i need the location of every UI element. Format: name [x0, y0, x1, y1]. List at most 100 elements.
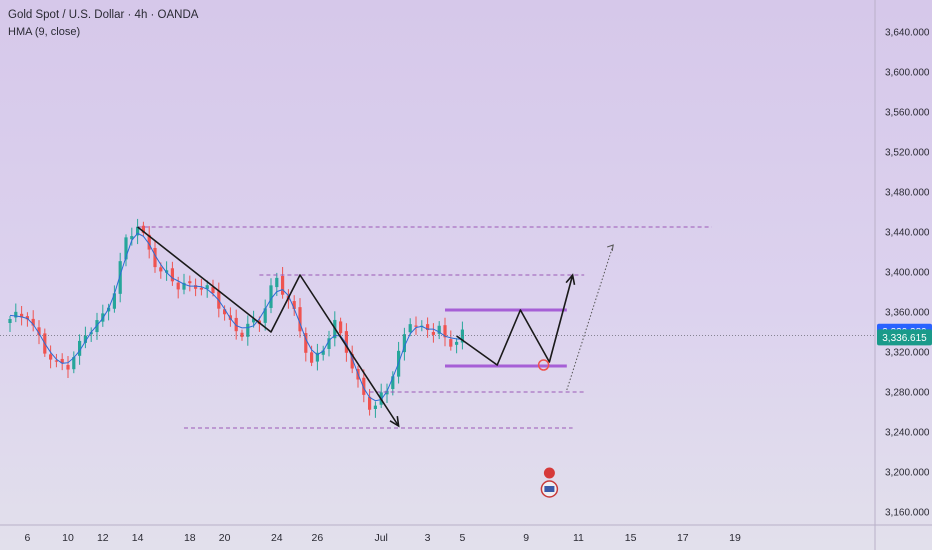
candle-body: [385, 390, 389, 395]
candle-body: [83, 335, 87, 343]
candle-body: [344, 331, 348, 353]
candle-body: [339, 321, 343, 334]
x-tick-label: 14: [132, 532, 144, 544]
candle-body: [431, 332, 435, 335]
x-tick-label: 6: [24, 532, 30, 544]
candle-body: [455, 341, 459, 345]
candle-body: [8, 319, 12, 323]
candle-body: [124, 237, 128, 260]
candle-body: [350, 353, 354, 369]
candle-body: [281, 275, 285, 295]
x-tick-label: 10: [62, 532, 74, 544]
candle-body: [391, 376, 395, 390]
x-tick-label: 19: [729, 532, 741, 544]
candle-body: [460, 329, 464, 343]
candle-body: [31, 318, 35, 326]
candle-body: [443, 325, 447, 338]
candle-body: [112, 293, 116, 309]
candle-body: [89, 332, 93, 335]
candle-body: [275, 277, 279, 288]
target-circle: [537, 359, 550, 371]
candle-body: [298, 307, 302, 332]
candle-body: [263, 308, 267, 323]
candle-body: [199, 287, 203, 290]
x-tick-label: 11: [573, 532, 584, 544]
candle-body: [368, 396, 372, 410]
y-tick-label: 3,280.000: [885, 388, 930, 399]
event-marker-icon: [543, 467, 555, 479]
candle-body: [78, 340, 82, 356]
candle-body: [118, 261, 122, 294]
candle-body: [182, 282, 186, 290]
y-tick-label: 3,240.000: [885, 428, 930, 439]
candle-body: [66, 364, 70, 370]
x-tick-label: 5: [459, 532, 465, 544]
y-tick-label: 3,400.000: [885, 268, 930, 279]
candle-body: [310, 352, 314, 363]
zigzag-path: [137, 226, 400, 427]
candle-body: [292, 301, 296, 310]
chart-title: Gold Spot / U.S. Dollar · 4h · OANDA: [8, 9, 199, 21]
indicator-label: HMA (9, close): [8, 26, 81, 38]
candle-body: [147, 234, 151, 250]
candle-body: [402, 334, 406, 353]
candle-body: [205, 285, 209, 289]
candle-body: [327, 338, 331, 349]
candle-body: [408, 324, 412, 333]
y-tick-label: 3,600.000: [885, 68, 930, 79]
candle-body: [223, 309, 227, 315]
candle-body: [153, 247, 157, 268]
candle-body: [49, 354, 53, 360]
zigzag-path: [456, 274, 574, 366]
candle-body: [176, 282, 180, 290]
candle-body: [25, 316, 29, 320]
y-tick-label: 3,320.000: [885, 348, 930, 359]
candle-body: [54, 360, 58, 362]
x-tick-label: 9: [523, 532, 529, 544]
y-tick-label: 3,560.000: [885, 108, 930, 119]
candle-body: [437, 325, 441, 334]
candle-body: [130, 236, 134, 240]
arrow-head: [565, 273, 576, 285]
y-tick-label: 3,160.000: [885, 508, 930, 519]
y-tick-label: 3,360.000: [885, 308, 930, 319]
x-tick-label: 3: [425, 532, 431, 544]
candle-body: [194, 285, 198, 289]
candle-body: [321, 350, 325, 355]
x-tick-label: 20: [219, 532, 231, 544]
candle-body: [188, 281, 192, 284]
candle-body: [234, 317, 238, 332]
candle-body: [20, 313, 24, 318]
y-tick-label: 3,480.000: [885, 188, 930, 199]
x-tick-label: 18: [184, 532, 196, 544]
price-badge: [877, 329, 932, 346]
price-badge-label: 3,336.615: [882, 333, 927, 344]
candle-body: [170, 268, 174, 282]
projection-dotted-arrow: [566, 244, 614, 391]
candle-body: [269, 285, 273, 308]
candle-body: [211, 287, 215, 294]
y-tick-label: 3,640.000: [885, 28, 930, 39]
y-tick-label: 3,200.000: [885, 468, 930, 479]
candle-body: [72, 357, 76, 370]
x-tick-label: 15: [625, 532, 637, 544]
candle-body: [252, 318, 256, 323]
x-tick-label: 12: [97, 532, 109, 544]
candle-body: [136, 226, 140, 236]
x-tick-label: 26: [312, 532, 324, 544]
candle-body: [414, 325, 418, 327]
candle-body: [14, 311, 18, 318]
x-tick-label: 24: [271, 532, 283, 544]
arrow-head: [389, 415, 400, 428]
y-tick-label: 3,520.000: [885, 148, 930, 159]
candle-body: [449, 339, 453, 347]
hma-line: [9, 232, 463, 402]
candle-body: [165, 270, 169, 273]
dotted-arrow-head: [607, 244, 614, 252]
candle-body: [426, 324, 430, 331]
candle-body: [373, 405, 377, 409]
x-tick-label: 17: [677, 532, 689, 544]
candle-body: [246, 323, 250, 337]
